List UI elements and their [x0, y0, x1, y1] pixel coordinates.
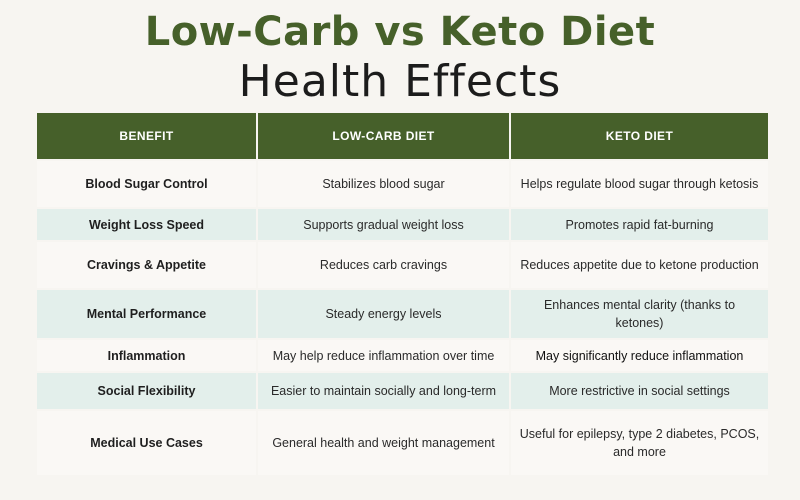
table-row: Weight Loss Speed Supports gradual weigh…	[37, 209, 768, 240]
table-row: Cravings & Appetite Reduces carb craving…	[37, 242, 768, 288]
header-benefit: BENEFIT	[37, 113, 256, 159]
benefit-cell: Social Flexibility	[37, 373, 256, 409]
header-keto-diet: KETO DIET	[511, 113, 768, 159]
low-carb-cell: Easier to maintain socially and long-ter…	[258, 373, 509, 409]
keto-cell: Promotes rapid fat-burning	[511, 209, 768, 240]
page-title: Low-Carb vs Keto Diet	[144, 9, 656, 55]
table-row: Blood Sugar Control Stabilizes blood sug…	[37, 161, 768, 207]
low-carb-cell: Reduces carb cravings	[258, 242, 509, 288]
benefit-cell: Cravings & Appetite	[37, 242, 256, 288]
table-row: Medical Use Cases General health and wei…	[37, 411, 768, 475]
keto-cell: Enhances mental clarity (thanks to keton…	[511, 290, 768, 338]
comparison-table: BENEFIT LOW-CARB DIET KETO DIET Blood Su…	[35, 111, 770, 477]
low-carb-cell: General health and weight management	[258, 411, 509, 475]
table-row: Inflammation May help reduce inflammatio…	[37, 340, 768, 371]
benefit-cell: Inflammation	[37, 340, 256, 371]
keto-cell: Helps regulate blood sugar through ketos…	[511, 161, 768, 207]
table-row: Social Flexibility Easier to maintain so…	[37, 373, 768, 409]
keto-cell: May significantly reduce inflammation	[511, 340, 768, 371]
low-carb-cell: Steady energy levels	[258, 290, 509, 338]
benefit-cell: Mental Performance	[37, 290, 256, 338]
benefit-cell: Blood Sugar Control	[37, 161, 256, 207]
table-header-row: BENEFIT LOW-CARB DIET KETO DIET	[37, 113, 768, 159]
page-subtitle: Health Effects	[238, 56, 562, 107]
low-carb-cell: May help reduce inflammation over time	[258, 340, 509, 371]
keto-cell: Reduces appetite due to ketone productio…	[511, 242, 768, 288]
low-carb-cell: Supports gradual weight loss	[258, 209, 509, 240]
benefit-cell: Weight Loss Speed	[37, 209, 256, 240]
table-row: Mental Performance Steady energy levels …	[37, 290, 768, 338]
low-carb-cell: Stabilizes blood sugar	[258, 161, 509, 207]
benefit-cell: Medical Use Cases	[37, 411, 256, 475]
keto-cell: Useful for epilepsy, type 2 diabetes, PC…	[511, 411, 768, 475]
keto-cell: More restrictive in social settings	[511, 373, 768, 409]
header-low-carb-diet: LOW-CARB DIET	[258, 113, 509, 159]
